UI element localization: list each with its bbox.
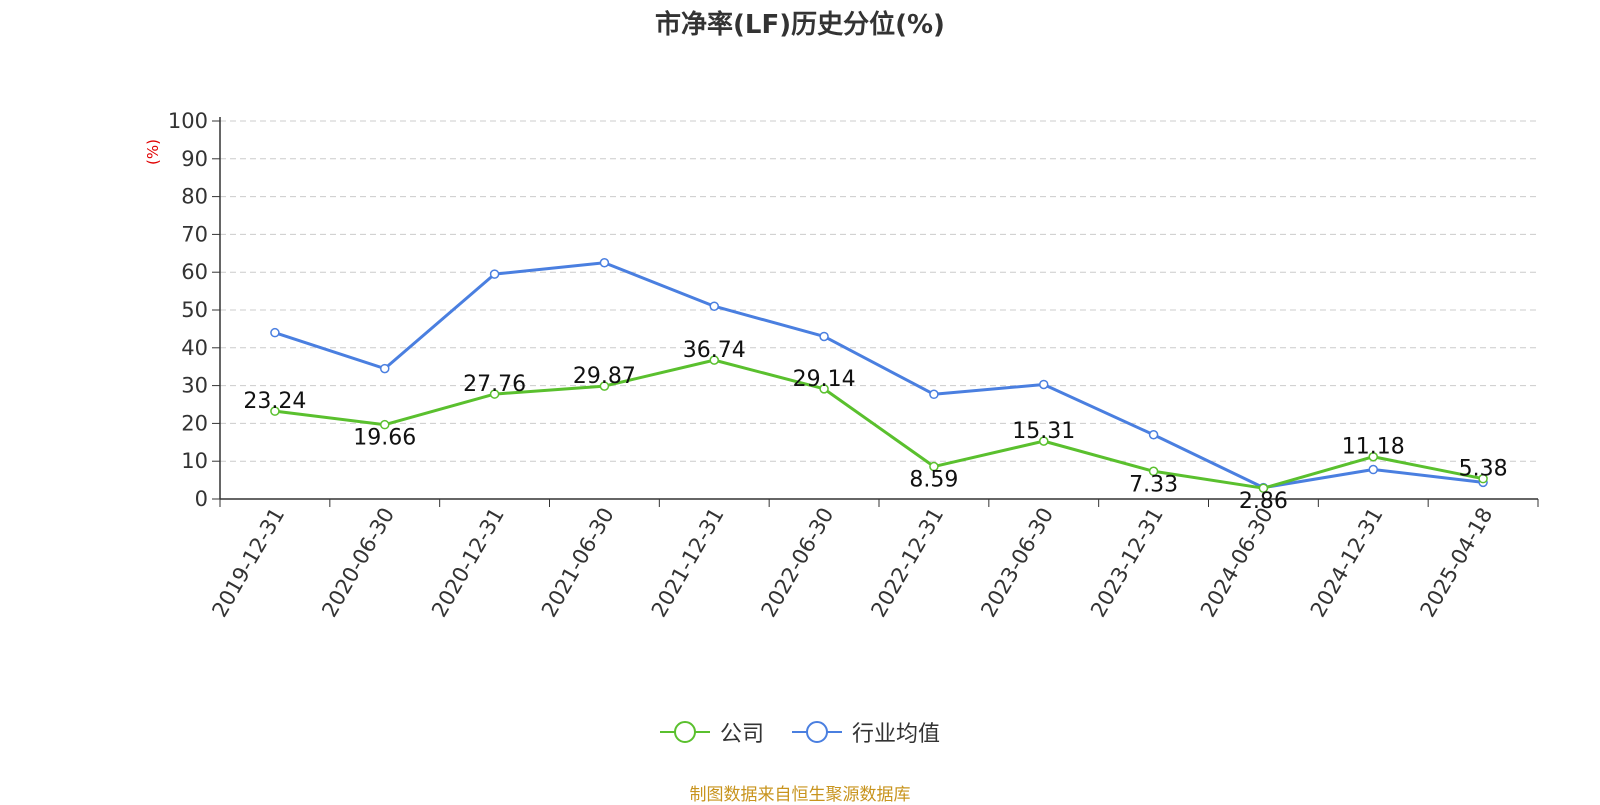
data-point xyxy=(489,269,500,279)
y-tick-label: 10 xyxy=(181,449,208,473)
y-tick-label: 50 xyxy=(181,298,208,322)
x-tick-label: 2020-12-31 xyxy=(427,504,509,622)
y-tick-label: 90 xyxy=(181,147,208,171)
x-tick-label: 2024-06-30 xyxy=(1196,504,1278,622)
y-tick-label: 80 xyxy=(181,185,208,209)
y-tick-label: 60 xyxy=(181,260,208,284)
data-point xyxy=(929,389,939,400)
x-tick-label: 2023-12-31 xyxy=(1086,504,1168,622)
legend-company-label: 公司 xyxy=(719,722,764,747)
data-label: 11.18 xyxy=(1342,435,1405,460)
data-point xyxy=(1148,429,1159,440)
series-line-1 xyxy=(274,261,1484,490)
data-point xyxy=(599,381,610,391)
data-point xyxy=(599,258,610,268)
data-label: 19.66 xyxy=(353,426,416,451)
y-tick-label: 20 xyxy=(181,411,208,435)
legend-company-marker-icon xyxy=(659,721,710,743)
x-tick-label: 2024-12-31 xyxy=(1306,504,1388,622)
data-point xyxy=(1039,379,1049,390)
x-tick-label: 2022-06-30 xyxy=(757,504,839,622)
legend-item-industry[interactable]: 行业均值 xyxy=(792,716,940,748)
legend-industry-marker-icon xyxy=(792,721,842,743)
x-tick-label: 2025-04-18 xyxy=(1416,504,1498,622)
data-label: 29.87 xyxy=(573,364,636,389)
y-axis-unit-label: (%) xyxy=(144,139,162,165)
data-point xyxy=(929,461,939,472)
data-point xyxy=(1258,483,1269,493)
series-line-0 xyxy=(274,358,1484,490)
data-point xyxy=(380,363,390,374)
series-lines xyxy=(270,258,1488,493)
y-tick-label: 40 xyxy=(181,336,208,360)
x-tick-label: 2021-12-31 xyxy=(647,504,729,622)
data-point xyxy=(1478,473,1488,484)
x-tick-label: 2019-12-31 xyxy=(207,504,289,622)
gridlines xyxy=(220,120,1538,462)
data-point xyxy=(489,389,500,399)
data-label: 8.59 xyxy=(909,468,958,493)
data-point xyxy=(709,355,719,365)
data-point xyxy=(1148,466,1159,477)
data-label: 5.38 xyxy=(1459,457,1508,482)
y-tick-label: 100 xyxy=(168,109,208,133)
legend: 公司 行业均值 xyxy=(0,716,1600,748)
data-point xyxy=(380,419,390,430)
data-point xyxy=(1368,464,1378,475)
data-label: 15.31 xyxy=(1012,419,1075,444)
y-tick-label: 0 xyxy=(195,487,208,511)
data-label: 2.86 xyxy=(1239,489,1288,514)
source-note: 制图数据来自恒生聚源数据库 xyxy=(689,785,911,805)
y-tick-label: 30 xyxy=(181,374,208,398)
x-tick-label: 2020-06-30 xyxy=(317,504,399,622)
data-point xyxy=(819,331,829,342)
legend-industry-label: 行业均值 xyxy=(852,722,941,747)
chart-title: 市净率(LF)历史分位(%) xyxy=(655,10,945,40)
data-point xyxy=(270,406,280,416)
legend-item-company[interactable]: 公司 xyxy=(659,716,764,748)
data-point xyxy=(1368,451,1378,462)
x-tick-label: 2022-12-31 xyxy=(866,504,948,622)
data-point xyxy=(270,327,280,338)
data-label: 29.14 xyxy=(793,367,856,392)
data-label: 27.76 xyxy=(463,372,526,397)
data-labels: 23.24 19.66 27.76 29.87 36.74 29.14 8.59 15.31 7… xyxy=(243,338,1507,514)
data-point xyxy=(819,384,829,394)
data-label: 36.74 xyxy=(683,338,746,363)
x-tick-label: 2023-06-30 xyxy=(976,504,1058,622)
data-label: 23.24 xyxy=(243,389,306,414)
data-point xyxy=(709,301,719,311)
y-tick-label: 70 xyxy=(181,222,208,246)
data-label: 7.33 xyxy=(1129,472,1178,497)
data-point xyxy=(1039,436,1049,446)
x-tick-label: 2021-06-30 xyxy=(537,504,619,622)
